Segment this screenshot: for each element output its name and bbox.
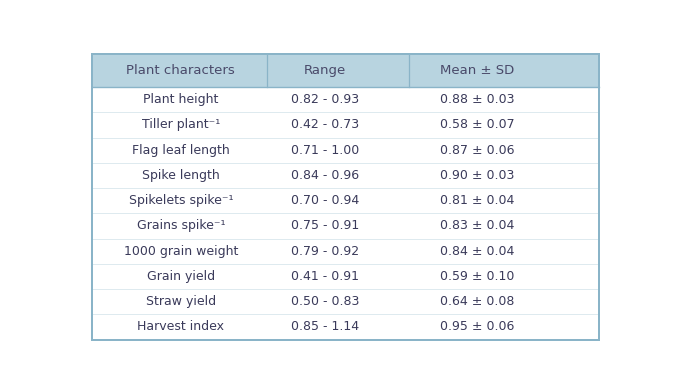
Text: 0.75 - 0.91: 0.75 - 0.91 bbox=[291, 220, 359, 232]
Text: 0.42 - 0.73: 0.42 - 0.73 bbox=[291, 119, 359, 131]
Text: 0.85 - 1.14: 0.85 - 1.14 bbox=[291, 321, 359, 333]
Text: 0.83 ± 0.04: 0.83 ± 0.04 bbox=[440, 220, 514, 232]
Text: 1000 grain weight: 1000 grain weight bbox=[123, 245, 238, 258]
Text: 0.84 - 0.96: 0.84 - 0.96 bbox=[291, 169, 359, 182]
Text: Spike length: Spike length bbox=[142, 169, 220, 182]
Text: 0.87 ± 0.06: 0.87 ± 0.06 bbox=[440, 144, 514, 157]
Text: 0.82 - 0.93: 0.82 - 0.93 bbox=[291, 93, 359, 106]
Bar bbox=[92, 87, 599, 340]
Text: Harvest index: Harvest index bbox=[137, 321, 224, 333]
Text: Range: Range bbox=[304, 64, 346, 77]
Text: Flag leaf length: Flag leaf length bbox=[132, 144, 230, 157]
Bar bbox=[92, 54, 599, 87]
Text: 0.70 - 0.94: 0.70 - 0.94 bbox=[291, 194, 359, 207]
Text: Spikelets spike⁻¹: Spikelets spike⁻¹ bbox=[129, 194, 233, 207]
Text: 0.81 ± 0.04: 0.81 ± 0.04 bbox=[440, 194, 514, 207]
Text: Mean ± SD: Mean ± SD bbox=[440, 64, 514, 77]
Text: 0.50 - 0.83: 0.50 - 0.83 bbox=[291, 295, 359, 308]
Text: 0.79 - 0.92: 0.79 - 0.92 bbox=[291, 245, 359, 258]
Text: Tiller plant⁻¹: Tiller plant⁻¹ bbox=[142, 119, 220, 131]
Text: 0.95 ± 0.06: 0.95 ± 0.06 bbox=[440, 321, 514, 333]
Text: Plant height: Plant height bbox=[143, 93, 218, 106]
Text: 0.59 ± 0.10: 0.59 ± 0.10 bbox=[440, 270, 514, 283]
Text: 0.71 - 1.00: 0.71 - 1.00 bbox=[291, 144, 359, 157]
Text: Plant characters: Plant characters bbox=[127, 64, 235, 77]
Text: 0.64 ± 0.08: 0.64 ± 0.08 bbox=[440, 295, 514, 308]
Text: Grains spike⁻¹: Grains spike⁻¹ bbox=[137, 220, 225, 232]
Text: Straw yield: Straw yield bbox=[146, 295, 216, 308]
Text: 0.84 ± 0.04: 0.84 ± 0.04 bbox=[440, 245, 514, 258]
Text: 0.88 ± 0.03: 0.88 ± 0.03 bbox=[440, 93, 514, 106]
Text: Grain yield: Grain yield bbox=[147, 270, 215, 283]
Text: 0.58 ± 0.07: 0.58 ± 0.07 bbox=[440, 119, 514, 131]
Text: 0.90 ± 0.03: 0.90 ± 0.03 bbox=[440, 169, 514, 182]
Text: 0.41 - 0.91: 0.41 - 0.91 bbox=[291, 270, 359, 283]
